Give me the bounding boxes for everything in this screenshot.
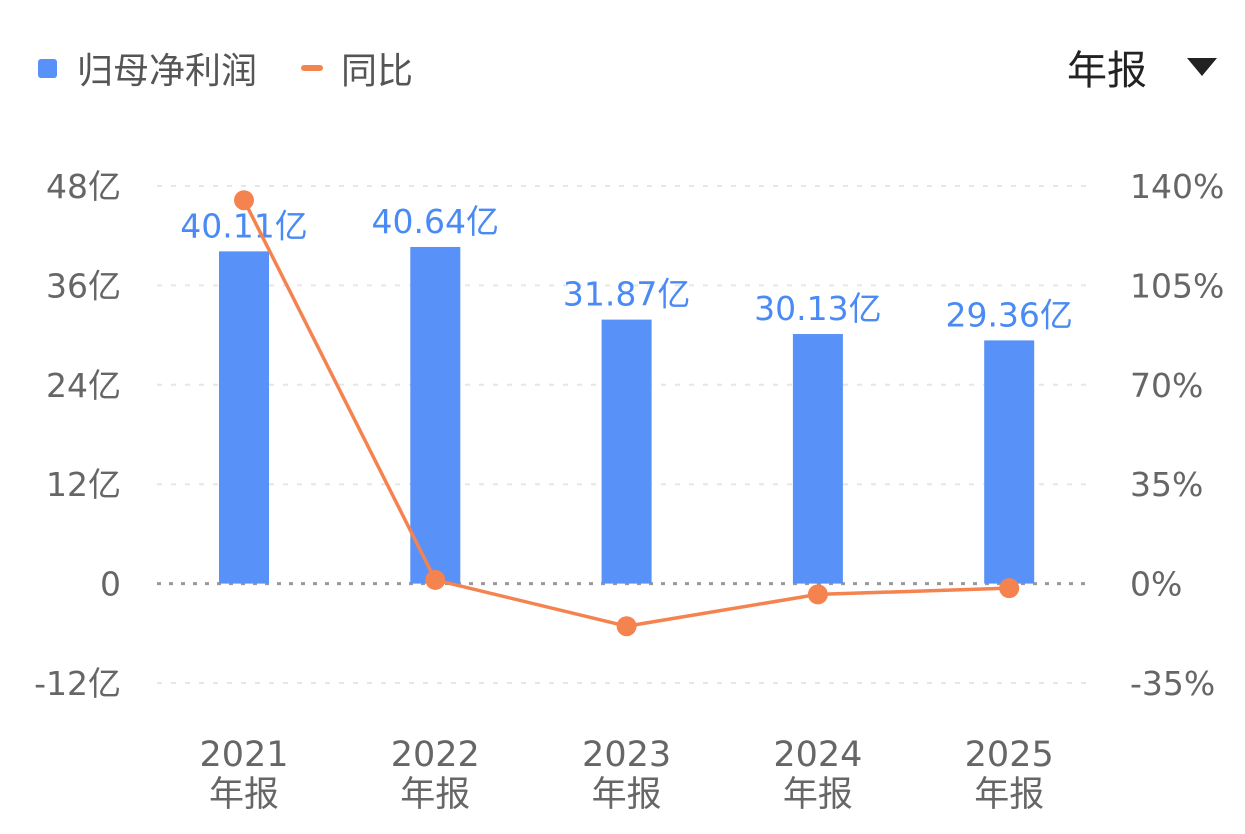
chart-legend: 归母净利润 同比 — [38, 40, 457, 96]
yoy-point-2024 — [807, 584, 828, 605]
period-selector-label: 年报 — [1067, 48, 1147, 94]
legend-item-yoy[interactable]: 同比 — [301, 42, 413, 94]
right-axis-tick-label: 0% — [1130, 565, 1182, 604]
bar-2024 — [792, 334, 843, 584]
x-tick-period-2025: 年报 — [974, 775, 1044, 815]
bar-2021 — [219, 251, 269, 584]
yoy-point-2021 — [234, 190, 254, 211]
period-selector-dropdown[interactable]: 年报 — [1067, 38, 1217, 96]
legend-label-yoy: 同比 — [341, 51, 414, 92]
bar-label-2025: 29.36亿 — [945, 295, 1072, 334]
left-axis-tick-label: 48亿 — [46, 167, 121, 206]
x-tick-year-2023: 2023 — [582, 735, 671, 775]
bar-label-2021: 40.11亿 — [180, 206, 307, 245]
bar-label-2023: 31.87亿 — [563, 275, 690, 314]
x-tick-period-2023: 年报 — [592, 775, 662, 815]
x-tick-period-2022: 年报 — [400, 775, 470, 815]
bar-2025 — [984, 340, 1035, 584]
bar-series — [219, 246, 1035, 584]
yoy-point-2023 — [616, 616, 637, 637]
bar-data-labels: 40.11亿 40.64亿 31.87亿 30.13亿 29.36亿 — [180, 202, 1073, 334]
x-tick-period-2024: 年报 — [783, 775, 853, 815]
right-axis-tick-label: 140% — [1130, 167, 1224, 206]
legend-bar-swatch — [38, 58, 57, 78]
yoy-point-2022 — [425, 569, 446, 590]
legend-label-net-profit: 归母净利润 — [77, 51, 258, 92]
x-tick-period-2021: 年报 — [209, 775, 279, 815]
right-axis-tick-label: -35% — [1130, 664, 1215, 703]
right-axis-tick-label: 70% — [1130, 366, 1203, 405]
x-tick-year-2025: 2025 — [965, 735, 1054, 775]
bar-label-2024: 30.13亿 — [754, 289, 881, 328]
caret-down-icon — [1187, 58, 1217, 76]
bar-label-2022: 40.64亿 — [372, 202, 499, 241]
bar-2023 — [601, 319, 652, 584]
left-axis-tick-label: 0 — [100, 565, 121, 604]
x-tick-year-2022: 2022 — [391, 735, 480, 775]
x-tick-year-2021: 2021 — [199, 735, 288, 775]
left-axis-tick-label: -12亿 — [34, 664, 121, 703]
left-axis-tick-label: 36亿 — [46, 266, 121, 305]
left-axis-tick-label: 24亿 — [46, 366, 121, 405]
right-axis-tick-label: 35% — [1130, 465, 1203, 504]
right-axis: 140% 105% 70% 35% 0% -35% — [1130, 167, 1224, 703]
yoy-point-2025 — [999, 578, 1020, 599]
bar-2022 — [410, 246, 461, 584]
x-tick-year-2024: 2024 — [773, 735, 862, 775]
legend-line-swatch — [301, 65, 324, 71]
left-axis-tick-label: 12亿 — [46, 465, 121, 504]
legend-item-net-profit[interactable]: 归母净利润 — [38, 42, 257, 94]
left-axis: 48亿 36亿 24亿 12亿 0 -12亿 — [34, 167, 121, 703]
line-series — [234, 190, 1020, 637]
right-axis-tick-label: 105% — [1130, 266, 1224, 305]
